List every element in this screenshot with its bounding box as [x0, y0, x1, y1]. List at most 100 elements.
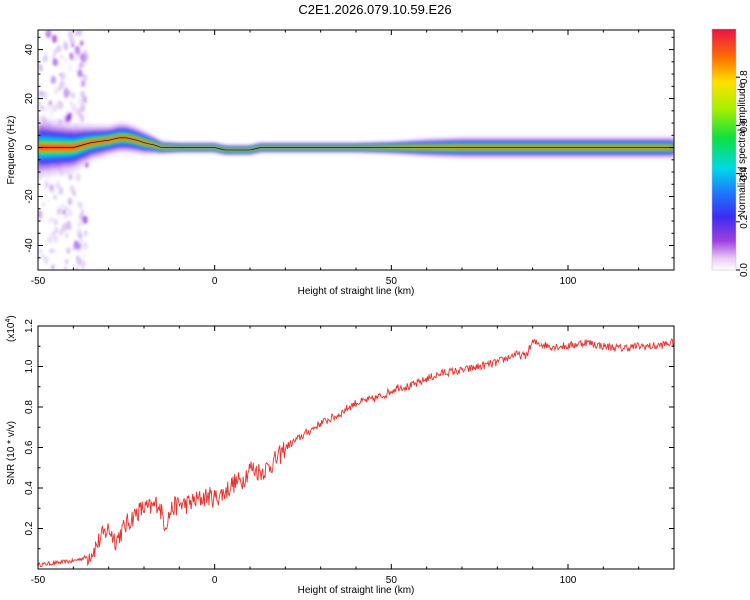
noise-speckle [67, 208, 73, 218]
snr-panel: -50 0 50 100 0.2 0.4 0.6 0.8 1.0 1.2 Height of st… [5, 315, 675, 596]
spectrogram-panel: -50 0 50 100 -40 -20 0 20 40 Height of straight … [6, 29, 675, 297]
colorbar-tick-label: 0.4 [739, 166, 750, 180]
noise-speckle [48, 216, 53, 225]
noise-speckle [68, 30, 74, 39]
noise-speckle [53, 226, 59, 234]
noise-speckle [64, 94, 68, 99]
colorbar-tick-label: 0.0 [739, 263, 750, 277]
noise-speckle [46, 30, 49, 33]
noise-speckle [50, 110, 53, 116]
noise-speckle [56, 207, 62, 216]
noise-speckle [61, 223, 68, 232]
noise-speckle [32, 86, 35, 91]
noise-speckle [74, 57, 77, 62]
noise-speckle [32, 109, 34, 112]
noise-speckle [31, 154, 35, 160]
noise-speckle [56, 45, 62, 53]
noise-speckle [49, 248, 53, 254]
noise-speckle [42, 90, 48, 100]
noise-speckle [58, 228, 64, 236]
snr-xtick-label: 0 [212, 575, 218, 586]
noise-speckle [80, 93, 83, 97]
noise-speckle [73, 39, 76, 43]
spectrogram-ylabel: Frequency (Hz) [6, 116, 17, 185]
noise-speckle [30, 127, 35, 135]
noise-speckle [75, 172, 81, 182]
noise-speckle [53, 48, 58, 55]
snr-multiplier: (x104) [5, 315, 17, 342]
noise-speckle [74, 30, 79, 37]
noise-speckle [66, 247, 71, 254]
noise-speckle [30, 120, 33, 124]
noise-speckle [38, 100, 42, 110]
noise-speckle [30, 213, 34, 219]
noise-speckle [64, 232, 69, 239]
spectrogram-xtick-label: 50 [386, 276, 398, 287]
noise-speckle [80, 61, 85, 69]
noise-speckle [73, 240, 80, 250]
noise-speckle [78, 72, 82, 77]
noise-speckle [68, 220, 70, 224]
noise-speckle [79, 40, 84, 47]
noise-speckle [38, 239, 41, 245]
noise-speckle [79, 115, 85, 123]
colorbar-label: Normalized spectral amplitude [737, 82, 748, 217]
noise-speckle [52, 58, 58, 67]
noise-speckle [34, 115, 37, 120]
ridge-center-line [38, 137, 674, 151]
noise-speckle [59, 81, 63, 86]
noise-speckle [83, 39, 86, 43]
noise-speckle [60, 203, 64, 209]
noise-speckle [80, 79, 86, 88]
spectrogram-ytick-label: -40 [24, 238, 35, 253]
colorbar: 0.0 0.2 0.4 0.6 0.8 Normalized spectral ampl… [711, 28, 750, 277]
spectrogram-ytick-label: 20 [24, 93, 35, 105]
noise-speckle [49, 185, 53, 190]
noise-speckle [53, 194, 57, 201]
noise-speckle [81, 267, 85, 270]
noise-speckle [53, 218, 58, 226]
ridge-band-orange [38, 136, 674, 151]
noise-speckle [77, 243, 82, 250]
noise-speckle [40, 254, 45, 260]
noise-speckle [51, 264, 55, 270]
noise-speckle [82, 241, 88, 250]
noise-speckle [78, 233, 83, 240]
ridge-band-azure [38, 131, 674, 161]
snr-xlabel: Height of straight line (km) [298, 585, 415, 596]
spectrogram-xtick-label: 100 [560, 276, 577, 287]
colorbar-gradient [712, 29, 736, 270]
colorbar-tick-label: 0.6 [739, 118, 750, 132]
noise-speckle [71, 43, 75, 48]
noise-speckle [52, 248, 56, 254]
noise-speckle [70, 100, 72, 104]
noise-speckle [29, 266, 32, 271]
figure-title: C2E1.2026.079.10.59.E26 [298, 2, 451, 17]
noise-speckle [77, 97, 83, 106]
noise-speckle [40, 215, 43, 220]
spectrogram-ytick-label: 0 [24, 144, 35, 150]
noise-speckle [44, 180, 50, 189]
noise-speckle [34, 253, 38, 259]
noise-speckle [76, 107, 81, 115]
snr-series-line [38, 338, 674, 568]
noise-speckle [75, 69, 77, 73]
noise-speckle [79, 238, 84, 245]
noise-speckle [49, 231, 55, 241]
noise-speckle [71, 106, 78, 116]
noise-speckle [58, 101, 64, 110]
noise-speckle [67, 197, 73, 206]
noise-speckle [81, 96, 87, 105]
noise-speckle [65, 111, 68, 115]
noise-speckle [32, 211, 37, 219]
spectrogram-frame [37, 29, 675, 271]
snr-ytick-label: 1.2 [24, 319, 35, 333]
spectrogram-ytick-label: -20 [24, 189, 35, 204]
noise-speckle [69, 37, 74, 44]
noise-speckle [39, 90, 44, 97]
noise-speckle [47, 237, 51, 243]
noise-speckle [73, 202, 75, 206]
noise-speckle [44, 104, 49, 111]
noise-speckle [82, 253, 86, 258]
snr-xtick-label: 50 [386, 575, 398, 586]
